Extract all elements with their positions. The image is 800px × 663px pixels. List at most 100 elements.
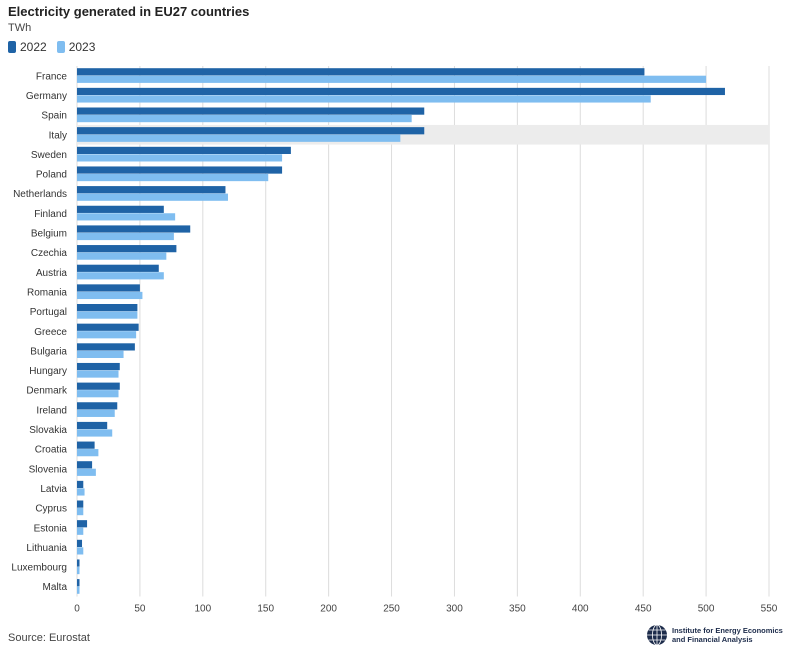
bar-2022-slovenia[interactable] [77, 461, 93, 469]
x-tick-label: 550 [761, 604, 778, 615]
category-label: Belgium [31, 229, 67, 240]
bar-2022-croatia[interactable] [77, 441, 95, 449]
category-label: Germany [26, 91, 67, 102]
bar-2023-spain[interactable] [77, 115, 412, 123]
category-label: Hungary [29, 366, 67, 377]
category-label: Finland [34, 209, 67, 220]
bar-2022-netherlands[interactable] [77, 186, 226, 194]
bar-2023-estonia[interactable] [77, 527, 84, 535]
x-tick-label: 50 [134, 604, 146, 615]
bar-2022-italy[interactable] [77, 127, 425, 135]
bar-2022-spain[interactable] [77, 107, 425, 115]
bar-2023-denmark[interactable] [77, 390, 119, 398]
bar-2022-greece[interactable] [77, 323, 139, 331]
bar-2022-malta[interactable] [77, 579, 80, 587]
category-label: Spain [41, 111, 67, 122]
category-label: Cyprus [35, 504, 67, 515]
category-label: Czechia [31, 248, 68, 259]
bar-2022-lithuania[interactable] [77, 539, 83, 547]
category-label: Estonia [34, 523, 68, 534]
bar-2022-hungary[interactable] [77, 362, 120, 371]
chart-title: Electricity generated in EU27 countries [8, 4, 250, 19]
source-note: Source: Eurostat [8, 632, 90, 644]
category-label: France [36, 71, 68, 82]
bar-2023-belgium[interactable] [77, 232, 174, 241]
category-label: Poland [36, 170, 67, 181]
bar-2022-slovakia[interactable] [77, 421, 108, 430]
brand-logo: Institute for Energy Economics and Finan… [646, 624, 790, 646]
bar-2023-romania[interactable] [77, 291, 143, 300]
category-labels: France Germany Spain Italy Sweden Poland Nethe… [11, 71, 68, 593]
bar-2022-czechia[interactable] [77, 245, 177, 253]
bar-2023-cyprus[interactable] [77, 508, 84, 516]
bar-2023-czechia[interactable] [77, 252, 167, 260]
category-label: Romania [27, 287, 67, 298]
bar-2023-hungary[interactable] [77, 370, 119, 378]
category-label: Greece [34, 327, 67, 338]
bar-2023-luxembourg[interactable] [77, 566, 80, 575]
bar-2022-latvia[interactable] [77, 480, 84, 489]
brand-text: Institute for Energy Economics and Finan… [672, 626, 790, 644]
bar-2022-luxembourg[interactable] [77, 559, 80, 567]
bar-2023-sweden[interactable] [77, 154, 283, 162]
brand-line-2: and Financial Analysis [672, 635, 753, 644]
bar-2022-sweden[interactable] [77, 146, 291, 154]
bar-2022-denmark[interactable] [77, 382, 120, 390]
category-label: Croatia [35, 445, 68, 456]
bar-2022-bulgaria[interactable] [77, 343, 135, 351]
bars [77, 68, 725, 594]
bar-2023-portugal[interactable] [77, 311, 138, 319]
bar-2022-poland[interactable] [77, 166, 283, 174]
x-tick-label: 400 [572, 604, 589, 615]
bar-2023-austria[interactable] [77, 272, 164, 280]
chart-unit: TWh [8, 22, 32, 34]
bar-2022-austria[interactable] [77, 264, 159, 272]
legend: 2022 2023 [8, 40, 95, 54]
bar-2023-slovakia[interactable] [77, 429, 113, 437]
bar-2023-latvia[interactable] [77, 488, 85, 496]
bar-2023-croatia[interactable] [77, 449, 99, 457]
bar-2023-italy[interactable] [77, 134, 401, 142]
category-label: Slovenia [29, 464, 68, 475]
bar-2023-greece[interactable] [77, 331, 137, 339]
bar-2023-malta[interactable] [77, 586, 80, 594]
category-label: Ireland [36, 405, 67, 416]
bar-2023-slovenia[interactable] [77, 468, 96, 476]
x-tick-label: 500 [698, 604, 715, 615]
bar-2022-belgium[interactable] [77, 225, 191, 233]
x-tick-label: 0 [74, 604, 80, 615]
legend-item-2022[interactable]: 2022 [8, 40, 47, 54]
bar-2022-cyprus[interactable] [77, 500, 84, 508]
bar-2023-germany[interactable] [77, 95, 651, 103]
x-tick-label: 250 [383, 604, 400, 615]
bar-2022-ireland[interactable] [77, 402, 118, 410]
category-label: Malta [43, 582, 68, 593]
bar-2022-germany[interactable] [77, 87, 725, 96]
bar-2023-netherlands[interactable] [77, 193, 228, 201]
category-label: Portugal [30, 307, 67, 318]
x-axis-ticks: 0 50 100 150 200 250 300 350 400 450 500 550 [74, 604, 778, 615]
bar-2022-finland[interactable] [77, 205, 164, 213]
bar-2023-ireland[interactable] [77, 409, 115, 417]
bar-2023-poland[interactable] [77, 173, 269, 182]
category-label: Luxembourg [11, 563, 67, 574]
bar-2023-lithuania[interactable] [77, 547, 84, 555]
x-tick-label: 100 [194, 604, 211, 615]
x-tick-label: 450 [635, 604, 652, 615]
bar-2023-finland[interactable] [77, 213, 176, 221]
legend-label-2023: 2023 [68, 40, 96, 54]
bar-2023-france[interactable] [77, 75, 707, 83]
category-label: Slovakia [29, 425, 67, 436]
category-label: Denmark [26, 386, 68, 397]
bar-2022-portugal[interactable] [77, 304, 138, 312]
bar-2023-bulgaria[interactable] [77, 350, 124, 358]
grid-lines [76, 66, 770, 597]
legend-label-2022: 2022 [20, 40, 47, 54]
category-label: Austria [36, 268, 68, 279]
category-label: Lithuania [26, 543, 67, 554]
category-label: Sweden [31, 150, 67, 161]
legend-item-2023[interactable]: 2023 [56, 40, 96, 54]
bar-2022-france[interactable] [77, 68, 645, 76]
bar-2022-estonia[interactable] [77, 520, 88, 528]
bar-2022-romania[interactable] [77, 284, 140, 292]
